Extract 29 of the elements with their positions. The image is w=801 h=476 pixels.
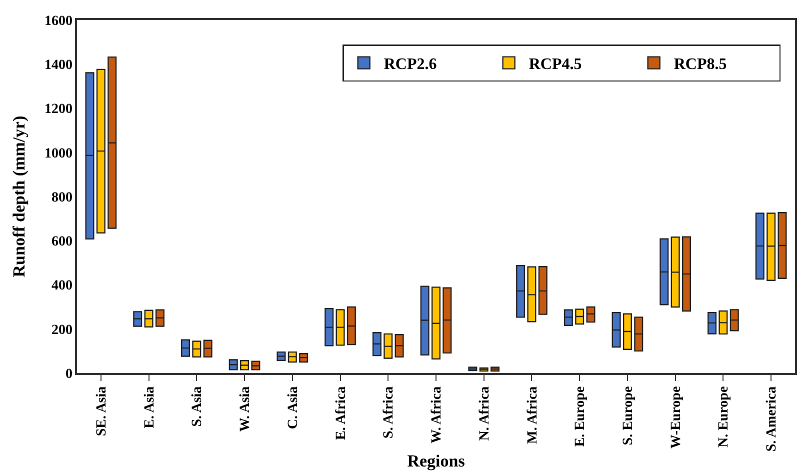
y-tick-label: 600 [51,234,72,250]
x-tick-label: S. Asia [190,386,206,427]
y-tick-label: 800 [51,190,72,206]
y-tick-label: 0 [65,366,72,382]
x-tick-label: M. Africa [525,386,540,444]
y-axis-title: Runoff depth (mm/yr) [10,116,28,278]
x-tick-label: W-Europe [668,386,684,449]
x-tick-label: N. Europe [716,386,732,448]
y-tick-label: 200 [51,322,72,338]
x-tick-label: E. Africa [334,386,349,440]
y-tick-label: 1200 [44,102,72,118]
x-tick-label: SE. Asia [94,386,110,436]
x-tick-label: E. Asia [142,386,158,428]
x-axis-title: Regions [407,452,466,471]
x-tick-label: W. Africa [430,386,445,444]
x-tick-label: C. Asia [286,386,301,430]
x-tick-label: W. Asia [238,386,254,432]
x-tick-label: S. America [764,386,780,452]
y-tick-label: 1400 [44,58,72,74]
legend-label: RCP8.5 [674,56,727,74]
x-tick-label: N. Africa [477,386,492,441]
y-tick-label: 400 [51,278,72,294]
y-tick-label: 1600 [44,14,72,29]
y-tick-label: 1000 [44,146,72,162]
x-tick-label: S. Europe [621,386,636,446]
x-tick-label: E. Europe [573,386,588,447]
legend-label: RCP2.6 [384,56,437,74]
legend-label: RCP4.5 [528,56,582,74]
x-tick-label: S. Africa [382,386,397,438]
